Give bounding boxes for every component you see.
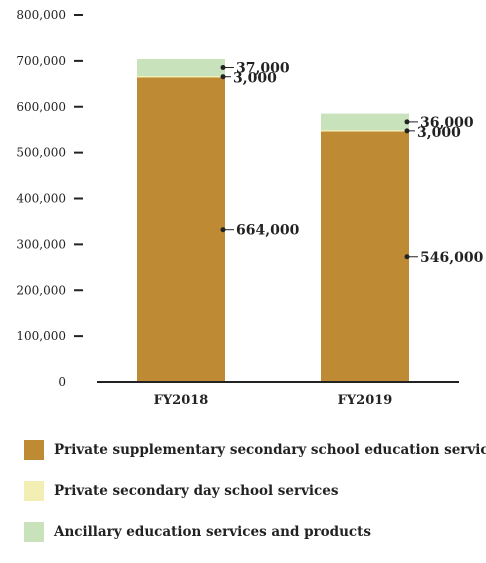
x-tick-label: FY2019 [338,393,393,408]
legend-label-supplementary: Private supplementary secondary school e… [54,442,486,458]
legend-swatch-supplementary [24,440,44,460]
data-label: 546,000 [420,250,484,266]
legend-item-supplementary: Private supplementary secondary school e… [24,440,486,460]
x-tick-label: FY2018 [154,393,209,408]
bar-chart: 0 100,000 200,000 300,000 400,000 500,000 600,… [16,8,484,408]
bar-segment [137,77,225,382]
y-tick-label: 400,000 [16,192,66,206]
data-label: 37,000 [236,61,290,77]
legend-swatch-day-school [24,481,44,501]
y-tick-label: 100,000 [16,329,66,343]
legend-swatch-ancillary [24,522,44,542]
y-tick-label: 700,000 [16,54,66,68]
y-tick-label: 800,000 [16,8,66,22]
legend-item-day-school: Private secondary day school services [24,481,484,501]
bar-segment [321,113,409,131]
bar-segment [137,76,225,78]
bar-segment [137,59,225,77]
bar-segment [321,131,409,382]
y-tick-label: 500,000 [16,146,66,160]
y-tick-label: 600,000 [16,100,66,114]
legend-label-day-school: Private secondary day school services [54,483,339,499]
legend-label-ancillary: Ancillary education services and product… [54,524,371,540]
legend-item-ancillary: Ancillary education services and product… [24,522,484,542]
data-label: 36,000 [420,115,474,131]
legend: Private supplementary secondary school e… [24,440,486,563]
y-tick-label: 0 [58,375,66,389]
bar-segment [321,130,409,132]
data-label: 3,000 [233,71,277,87]
data-label: 664,000 [236,223,300,239]
y-tick-label: 200,000 [16,283,66,297]
y-tick-label: 300,000 [16,237,66,251]
data-label: 3,000 [417,125,461,141]
